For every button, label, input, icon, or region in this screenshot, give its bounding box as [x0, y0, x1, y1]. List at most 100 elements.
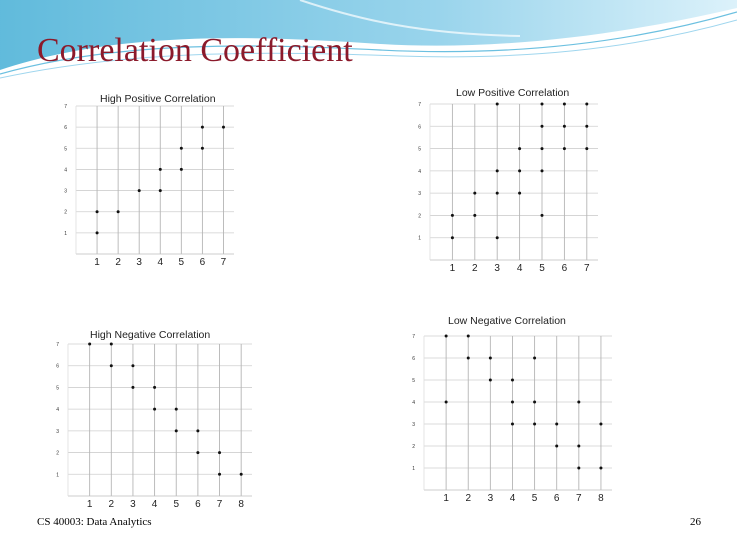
x-tick-label: 3: [494, 263, 500, 274]
data-point: [473, 213, 477, 217]
chart-low-positive: Low Positive Correlation 1 2 3 4 5 6 7 1 2 3 4 5 6 7: [418, 87, 598, 274]
data-point: [466, 356, 470, 360]
data-point: [518, 191, 522, 195]
data-point: [158, 167, 162, 171]
y-tick-label: 5: [412, 378, 415, 384]
x-tick-label: 7: [217, 499, 223, 510]
y-tick-label: 7: [412, 334, 415, 340]
data-point: [174, 407, 178, 411]
decorative-wave: [0, 0, 737, 79]
x-tick-label: 6: [562, 263, 568, 274]
x-tick-label: 5: [539, 263, 545, 274]
data-point: [444, 334, 448, 338]
data-point: [585, 124, 589, 128]
y-tick-label: 5: [64, 146, 67, 152]
data-point: [109, 342, 113, 346]
y-tick-label: 1: [412, 466, 415, 472]
data-point: [577, 400, 581, 404]
y-tick-label: 3: [56, 429, 59, 435]
x-tick-label: 8: [598, 493, 604, 504]
data-point: [562, 102, 566, 106]
y-tick-label: 7: [56, 342, 59, 348]
y-tick-label: 6: [56, 364, 59, 370]
data-point: [562, 147, 566, 151]
y-tick-label: 2: [412, 444, 415, 450]
data-point: [510, 378, 514, 382]
data-point: [510, 422, 514, 426]
x-tick-label: 3: [130, 499, 136, 510]
data-point: [218, 472, 222, 476]
data-point: [131, 385, 135, 389]
x-tick-label: 4: [157, 257, 163, 268]
data-point: [585, 102, 589, 106]
x-tick-label: 6: [200, 257, 206, 268]
data-point: [153, 385, 157, 389]
data-point: [540, 124, 544, 128]
data-point: [555, 422, 559, 426]
data-point: [577, 444, 581, 448]
y-tick-label: 1: [418, 236, 421, 242]
data-point: [239, 472, 243, 476]
x-tick-label: 7: [221, 257, 227, 268]
x-tick-label: 4: [517, 263, 523, 274]
data-point: [473, 191, 477, 195]
x-tick-label: 2: [109, 499, 115, 510]
chart-title: High Negative Correlation: [90, 329, 210, 341]
y-tick-label: 7: [418, 102, 421, 108]
data-point: [495, 169, 499, 173]
y-tick-label: 1: [64, 231, 67, 237]
slide-title: Correlation Coefficient: [37, 32, 353, 69]
footer-text: CS 40003: Data Analytics: [37, 516, 152, 528]
y-tick-label: 2: [418, 213, 421, 219]
data-point: [153, 407, 157, 411]
x-tick-label: 4: [510, 493, 516, 504]
data-point: [540, 213, 544, 217]
data-point: [533, 356, 537, 360]
x-tick-label: 5: [173, 499, 179, 510]
data-point: [540, 169, 544, 173]
y-tick-label: 6: [412, 356, 415, 362]
y-tick-label: 4: [418, 169, 421, 175]
x-tick-label: 5: [179, 257, 185, 268]
y-tick-label: 6: [64, 125, 67, 131]
page-number: 26: [690, 516, 701, 528]
data-point: [599, 422, 603, 426]
data-point: [495, 102, 499, 106]
y-tick-label: 7: [64, 104, 67, 110]
x-tick-label: 2: [472, 263, 478, 274]
data-point: [174, 429, 178, 433]
data-point: [200, 146, 204, 150]
x-tick-label: 1: [94, 257, 100, 268]
x-tick-label: 6: [195, 499, 201, 510]
y-tick-label: 2: [56, 451, 59, 457]
x-tick-label: 6: [554, 493, 560, 504]
y-tick-label: 2: [64, 210, 67, 216]
data-point: [495, 191, 499, 195]
x-tick-label: 2: [465, 493, 471, 504]
y-tick-label: 1: [56, 472, 59, 478]
data-point: [518, 147, 522, 151]
data-point: [450, 236, 454, 240]
y-tick-label: 4: [64, 167, 67, 173]
x-tick-label: 7: [584, 263, 590, 274]
y-tick-label: 4: [56, 407, 59, 413]
chart-title: Low Positive Correlation: [456, 87, 569, 99]
data-point: [488, 356, 492, 360]
chart-high-negative: High Negative Correlation 1 2 3 4 5 6 7 1 2 3 4 5 6 7 8: [56, 329, 252, 510]
data-point: [540, 102, 544, 106]
x-tick-label: 8: [238, 499, 244, 510]
x-tick-label: 5: [532, 493, 538, 504]
y-tick-label: 5: [418, 147, 421, 153]
data-point: [518, 169, 522, 173]
data-point: [510, 400, 514, 404]
data-point: [221, 125, 225, 129]
data-point: [95, 231, 99, 235]
data-point: [562, 124, 566, 128]
data-point: [555, 444, 559, 448]
chart-high-positive: High Positive Correlation 1 2 3 4 5 6 7 1 2 3 4 5 6 7: [64, 93, 234, 268]
y-tick-label: 3: [64, 189, 67, 195]
data-point: [540, 147, 544, 151]
data-point: [488, 378, 492, 382]
y-tick-label: 3: [418, 191, 421, 197]
